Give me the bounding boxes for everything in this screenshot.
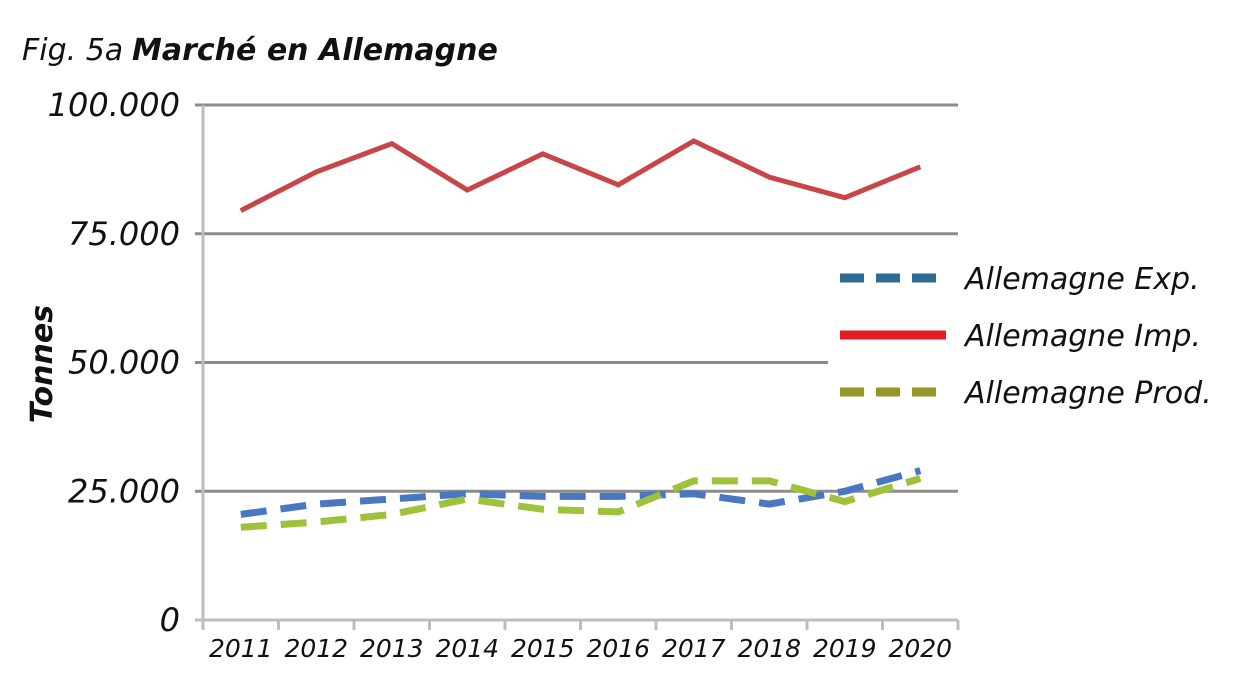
- x-tick-label: 2015: [511, 634, 575, 663]
- data-point: [767, 175, 771, 179]
- data-point: [465, 492, 469, 496]
- y-tick-label: 50.000: [68, 344, 180, 382]
- x-tick-label: 2017: [662, 634, 726, 663]
- data-point: [843, 196, 847, 200]
- data-point: [314, 502, 318, 506]
- data-point: [918, 165, 922, 169]
- data-point: [314, 170, 318, 174]
- legend-label: Allemagne Exp.: [963, 262, 1200, 297]
- x-tick-label: 2020: [888, 634, 952, 663]
- data-point: [239, 525, 243, 529]
- x-tick-label: 2014: [435, 634, 499, 663]
- data-point: [918, 469, 922, 473]
- data-point: [239, 512, 243, 516]
- data-point: [390, 497, 394, 501]
- grid-lines: [195, 103, 958, 493]
- data-point: [239, 209, 243, 213]
- data-point: [843, 500, 847, 504]
- x-tick-label: 2013: [360, 634, 424, 663]
- data-point: [616, 510, 620, 514]
- legend-label: Allemagne Imp.: [963, 319, 1201, 354]
- y-tick-label: 25.000: [68, 472, 180, 510]
- series-allemagne-exp: [239, 467, 922, 518]
- data-point: [390, 512, 394, 516]
- data-point: [692, 139, 696, 143]
- data-point: [314, 520, 318, 524]
- series-line: [240, 467, 922, 518]
- data-point: [692, 479, 696, 483]
- series-allemagne-imp: [239, 138, 922, 213]
- y-tick-label: 100.000: [48, 86, 180, 124]
- data-point: [541, 152, 545, 156]
- data-point: [767, 502, 771, 506]
- chart-title-main: Marché en Allemagne: [132, 33, 498, 68]
- y-tick-label: 0: [160, 601, 180, 639]
- data-point: [541, 494, 545, 498]
- data-point: [918, 476, 922, 480]
- x-tick-label: 2019: [813, 634, 877, 663]
- series-lines: [239, 138, 922, 531]
- legend: Allemagne Exp. Allemagne Imp. Allemagne Pr…: [830, 250, 1230, 415]
- data-point: [465, 188, 469, 192]
- series-line: [239, 138, 922, 213]
- data-point: [616, 183, 620, 187]
- data-point: [390, 142, 394, 146]
- data-point: [465, 497, 469, 501]
- data-point: [843, 489, 847, 493]
- x-tick-label: 2012: [284, 634, 348, 663]
- y-axis-ticks: 0 25.000 50.000 75.000 100.000: [48, 86, 180, 639]
- chart-title-prefix: Fig. 5a: [22, 33, 123, 68]
- data-point: [767, 479, 771, 483]
- series-line: [240, 475, 922, 531]
- axes: [195, 105, 960, 630]
- data-point: [692, 492, 696, 496]
- chart-title: Fig. 5a Marché en Allemagne: [22, 33, 498, 68]
- data-point: [541, 507, 545, 511]
- x-axis-ticks: 2011 2012 2013 2014 2015 2016 2017 2018 2019 2020: [209, 634, 952, 663]
- series-allemagne-prod: [239, 475, 922, 531]
- y-tick-label: 75.000: [68, 215, 180, 253]
- data-point: [616, 494, 620, 498]
- y-axis-label: Tonnes: [25, 305, 60, 423]
- x-tick-label: 2016: [586, 634, 650, 663]
- x-tick-label: 2018: [737, 634, 801, 663]
- legend-label: Allemagne Prod.: [963, 376, 1212, 411]
- x-tick-label: 2011: [209, 634, 273, 663]
